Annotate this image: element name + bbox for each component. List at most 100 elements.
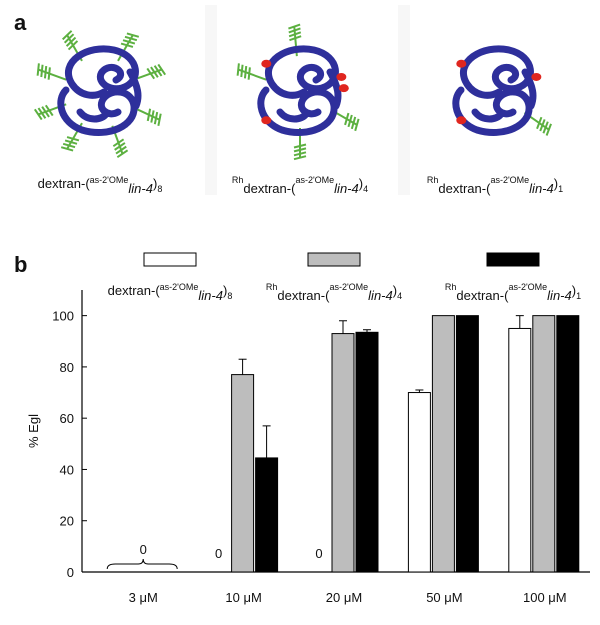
bar xyxy=(255,457,279,573)
tuft xyxy=(122,39,136,45)
tuft xyxy=(115,145,127,155)
tuft xyxy=(157,63,167,76)
name-part: 1 xyxy=(576,291,581,301)
name-part: Rh xyxy=(266,282,278,292)
name-part: as-2'OMe xyxy=(90,175,129,185)
y-tick-label: 80 xyxy=(60,360,74,375)
tuft xyxy=(33,108,43,121)
name-part: 4 xyxy=(397,291,402,301)
tuft xyxy=(62,142,76,149)
y-tick-label: 60 xyxy=(60,411,74,426)
name-part: Rh xyxy=(427,175,439,185)
bar xyxy=(532,315,556,573)
y-tick-label: 0 xyxy=(67,565,74,580)
x-tick-label: 20 μM xyxy=(326,590,362,605)
tuft xyxy=(288,27,301,34)
name-part: lin-4 xyxy=(198,288,223,303)
name-part: 1 xyxy=(558,184,563,194)
tuft xyxy=(542,121,549,134)
tuft xyxy=(293,147,307,153)
name-part: ) xyxy=(359,176,363,191)
tuft xyxy=(350,116,357,130)
name-part: as-2'OMe xyxy=(295,175,334,185)
tuft xyxy=(126,32,140,38)
name-part: ) xyxy=(393,283,397,298)
name-part: dextran-( xyxy=(38,176,91,191)
tuft xyxy=(539,119,546,132)
rhodamine xyxy=(336,72,347,81)
panel-label: b xyxy=(14,252,27,277)
tuft xyxy=(66,136,80,142)
tuft xyxy=(347,114,353,128)
name-part: 8 xyxy=(227,291,232,301)
tuft xyxy=(37,107,47,119)
bar xyxy=(431,315,455,573)
molecule xyxy=(236,23,360,161)
tuft xyxy=(344,112,350,126)
series-name: Rhdextran-(as-2'OMelin-4)1 xyxy=(445,282,581,303)
tuft xyxy=(354,118,360,132)
tuft xyxy=(43,65,48,79)
name-part: lin-4 xyxy=(547,288,572,303)
y-tick-label: 100 xyxy=(52,309,74,324)
bar xyxy=(231,374,255,573)
tuft xyxy=(288,31,302,38)
molecule xyxy=(33,30,167,159)
series-name: Rhdextran-(as-2'OMelin-4)4 xyxy=(266,282,402,303)
legend-swatch xyxy=(307,252,361,267)
value-label: 0 xyxy=(140,542,147,557)
name-part: Rh xyxy=(445,282,457,292)
rhodamine xyxy=(456,59,467,68)
tuft xyxy=(293,155,307,161)
tuft xyxy=(40,64,44,78)
tuft xyxy=(153,65,163,77)
series-name: dextran-(as-2'OMelin-4)8 xyxy=(108,282,233,303)
brace xyxy=(106,558,178,570)
tuft xyxy=(114,142,126,151)
name-part: lin-4 xyxy=(529,181,554,196)
tuft xyxy=(153,111,159,125)
name-part: dextran-( xyxy=(277,288,330,303)
tuft xyxy=(36,63,40,76)
name-part: 4 xyxy=(363,184,368,194)
name-part: 8 xyxy=(157,184,162,194)
tuft xyxy=(47,67,51,80)
legend-swatch xyxy=(486,252,540,267)
tuft xyxy=(63,33,75,44)
separator xyxy=(398,5,410,195)
tuft xyxy=(124,35,138,42)
bar xyxy=(508,327,532,573)
tuft xyxy=(116,149,129,159)
tuft xyxy=(293,151,307,157)
tuft xyxy=(536,116,543,130)
tuft xyxy=(289,35,302,42)
bar xyxy=(556,315,580,573)
tuft xyxy=(64,139,78,145)
tuft xyxy=(146,67,156,80)
x-tick-label: 100 μM xyxy=(523,590,567,605)
name-part: dextran-( xyxy=(108,283,161,298)
name-part: lin-4 xyxy=(334,181,359,196)
series-name: dextran-(as-2'OMelin-4)8 xyxy=(38,175,163,196)
rhodamine xyxy=(261,59,272,68)
tuft xyxy=(240,64,244,78)
name-part: ) xyxy=(572,283,576,298)
tuft xyxy=(236,63,240,76)
x-tick-label: 50 μM xyxy=(426,590,462,605)
value-label: 0 xyxy=(315,546,322,561)
name-part: lin-4 xyxy=(368,288,393,303)
coil xyxy=(61,49,138,133)
series-name: Rhdextran-(as-2'OMelin-4)1 xyxy=(427,175,563,196)
name-part: as-2'OMe xyxy=(329,282,368,292)
name-part: ) xyxy=(554,176,558,191)
tuft xyxy=(62,30,73,41)
series-name: Rhdextran-(as-2'OMelin-4)4 xyxy=(232,175,368,196)
bar xyxy=(355,331,379,573)
tuft xyxy=(243,65,248,79)
name-part: dextran-( xyxy=(438,181,491,196)
tuft xyxy=(44,104,54,117)
tuft xyxy=(60,146,74,152)
y-tick-label: 40 xyxy=(60,462,74,477)
name-part: as-2'OMe xyxy=(490,175,529,185)
